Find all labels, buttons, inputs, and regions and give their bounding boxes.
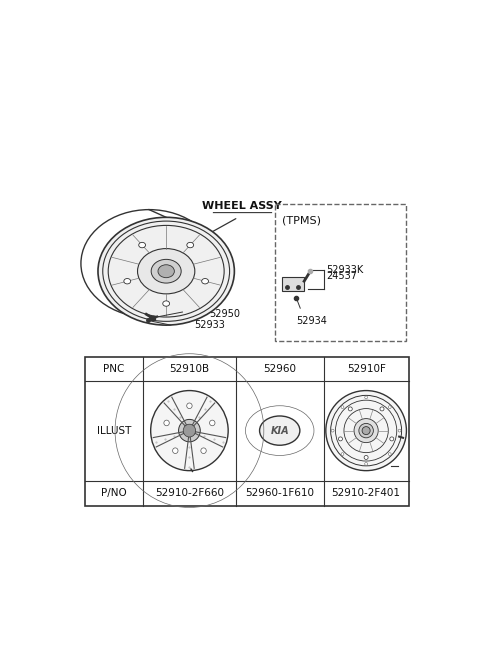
Ellipse shape <box>365 396 368 399</box>
Text: P/NO: P/NO <box>101 488 127 499</box>
Bar <box>282 277 304 291</box>
Ellipse shape <box>341 405 344 409</box>
Ellipse shape <box>388 453 391 455</box>
Text: PNC: PNC <box>103 364 124 374</box>
Ellipse shape <box>388 405 391 409</box>
Ellipse shape <box>354 419 378 443</box>
Ellipse shape <box>348 407 352 411</box>
Text: ILLUST: ILLUST <box>96 426 131 436</box>
Ellipse shape <box>359 423 373 438</box>
Ellipse shape <box>164 420 169 426</box>
Ellipse shape <box>202 279 208 284</box>
Ellipse shape <box>138 249 195 294</box>
Text: WHEEL ASSY: WHEEL ASSY <box>202 201 282 211</box>
Text: KIA: KIA <box>270 426 289 436</box>
Text: 52960: 52960 <box>263 364 296 374</box>
Ellipse shape <box>201 448 206 453</box>
Text: 24537: 24537 <box>326 271 358 281</box>
Ellipse shape <box>151 259 181 283</box>
Ellipse shape <box>380 407 384 411</box>
Ellipse shape <box>365 462 368 465</box>
Text: 52910B: 52910B <box>169 364 209 374</box>
Ellipse shape <box>124 279 131 284</box>
Ellipse shape <box>163 301 169 306</box>
Bar <box>276 204 406 341</box>
Ellipse shape <box>151 390 228 470</box>
Text: 52950: 52950 <box>210 308 240 319</box>
Bar <box>85 358 409 506</box>
Ellipse shape <box>326 390 407 470</box>
Ellipse shape <box>260 416 300 445</box>
Text: 52910F: 52910F <box>347 364 385 374</box>
Ellipse shape <box>187 242 193 248</box>
Ellipse shape <box>341 453 344 455</box>
Ellipse shape <box>98 217 234 325</box>
Ellipse shape <box>139 242 145 248</box>
Text: 52933K: 52933K <box>326 265 364 275</box>
Ellipse shape <box>398 429 401 432</box>
Ellipse shape <box>331 429 334 432</box>
Text: 52910-2F660: 52910-2F660 <box>155 488 224 499</box>
Text: 52934: 52934 <box>297 316 327 326</box>
Ellipse shape <box>183 424 196 437</box>
Text: 52933: 52933 <box>194 320 225 330</box>
Ellipse shape <box>210 420 215 426</box>
Ellipse shape <box>173 448 178 453</box>
Ellipse shape <box>187 403 192 409</box>
Ellipse shape <box>362 426 370 435</box>
Ellipse shape <box>158 265 174 277</box>
Text: 52910-2F401: 52910-2F401 <box>332 488 401 499</box>
Ellipse shape <box>364 455 368 459</box>
Ellipse shape <box>179 419 200 442</box>
Ellipse shape <box>338 437 342 441</box>
Ellipse shape <box>390 437 394 441</box>
Text: (TPMS): (TPMS) <box>282 215 321 225</box>
Text: 52960-1F610: 52960-1F610 <box>245 488 314 499</box>
